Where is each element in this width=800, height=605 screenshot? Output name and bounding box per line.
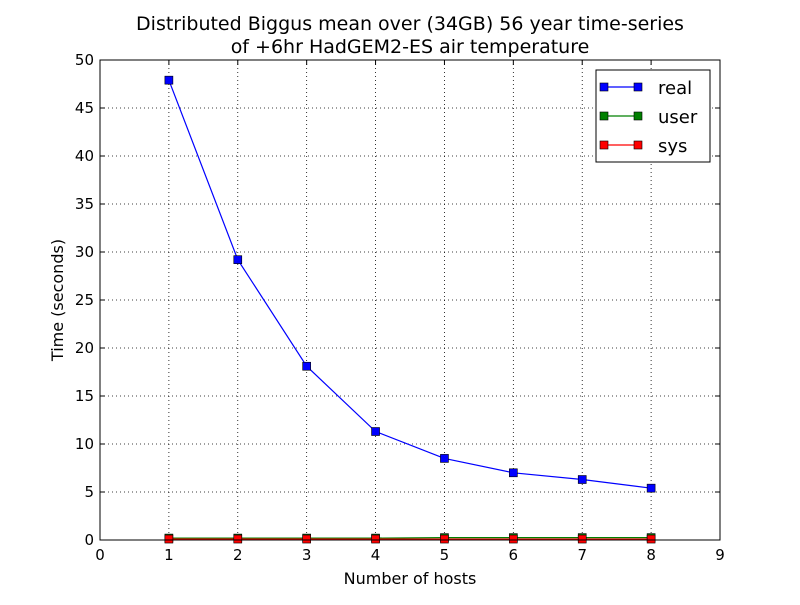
- y-tick-label: 50: [75, 51, 94, 69]
- y-tick-label: 0: [84, 531, 94, 549]
- legend-label-user: user: [658, 107, 698, 128]
- data-point-real: [303, 362, 311, 370]
- x-tick-label: 9: [715, 546, 725, 564]
- data-point-real: [440, 454, 448, 462]
- y-tick-label: 15: [75, 387, 94, 405]
- legend: real user sys: [596, 70, 710, 162]
- y-tick-label: 40: [75, 147, 94, 165]
- data-point-sys: [165, 535, 173, 543]
- legend-label-sys: sys: [658, 136, 687, 157]
- x-tick-label: 0: [95, 546, 105, 564]
- y-axis-label: Time (seconds): [48, 239, 67, 362]
- chart-title-line-2: of +6hr HadGEM2-ES air temperature: [231, 36, 590, 58]
- x-tick-label: 5: [440, 546, 450, 564]
- data-point-real: [165, 76, 173, 84]
- data-point-real: [509, 469, 517, 477]
- legend-marker-user: [600, 112, 608, 120]
- legend-label-real: real: [658, 78, 692, 99]
- y-tick-label: 5: [84, 483, 94, 501]
- y-tick-label: 10: [75, 435, 94, 453]
- data-point-sys: [440, 535, 448, 543]
- legend-marker-sys: [634, 141, 642, 149]
- data-point-sys: [372, 535, 380, 543]
- legend-marker-sys: [600, 141, 608, 149]
- data-point-real: [372, 428, 380, 436]
- legend-marker-real: [634, 83, 642, 91]
- data-point-sys: [647, 535, 655, 543]
- x-tick-label: 4: [371, 546, 381, 564]
- x-tick-label: 2: [233, 546, 243, 564]
- data-point-sys: [509, 535, 517, 543]
- y-tick-label: 35: [75, 195, 94, 213]
- y-tick-label: 30: [75, 243, 94, 261]
- data-point-sys: [578, 535, 586, 543]
- legend-marker-real: [600, 83, 608, 91]
- x-tick-label: 6: [509, 546, 519, 564]
- y-tick-label: 20: [75, 339, 94, 357]
- x-axis-label: Number of hosts: [344, 569, 477, 588]
- x-tick-label: 3: [302, 546, 312, 564]
- data-point-real: [234, 256, 242, 264]
- x-tick-label: 1: [164, 546, 174, 564]
- y-tick-label: 25: [75, 291, 94, 309]
- x-tick-label: 7: [577, 546, 587, 564]
- data-point-real: [647, 484, 655, 492]
- chart-title-line-1: Distributed Biggus mean over (34GB) 56 y…: [136, 13, 684, 35]
- data-point-real: [578, 476, 586, 484]
- data-point-sys: [303, 535, 311, 543]
- data-point-sys: [234, 535, 242, 543]
- legend-marker-user: [634, 112, 642, 120]
- x-tick-label: 8: [646, 546, 656, 564]
- y-tick-label: 45: [75, 99, 94, 117]
